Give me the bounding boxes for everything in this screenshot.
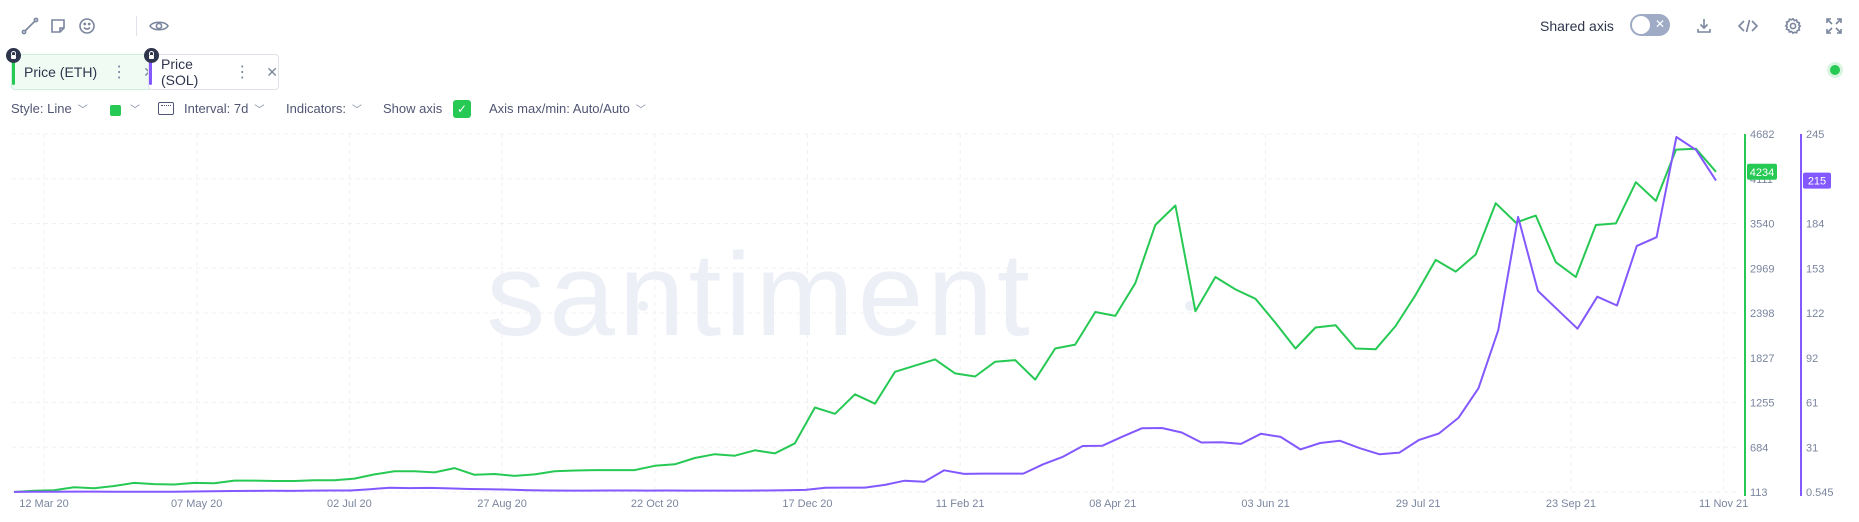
metric-menu-icon[interactable]: ⋮ [234, 64, 251, 81]
x-tick-label: 22 Oct 20 [631, 498, 679, 510]
y-tick-label-right: 153 [1806, 263, 1824, 275]
x-tick-label: 12 Mar 20 [19, 498, 69, 510]
y-tick-label-right: 245 [1806, 129, 1824, 141]
x-tick-label: 03 Jun 21 [1241, 498, 1289, 510]
x-tick-label: 17 Dec 20 [782, 498, 832, 510]
x-tick-label: 11 Feb 21 [936, 498, 985, 510]
last-value-eth: 4234 [1750, 167, 1774, 179]
y-tick-label-left: 113 [1750, 487, 1768, 499]
download-icon[interactable] [1690, 12, 1718, 40]
metric-tab-sol[interactable]: Price (SOL) ⋮ ✕ [148, 54, 279, 90]
y-tick-label-left: 1827 [1750, 353, 1774, 365]
x-tick-label: 02 Jul 20 [327, 498, 372, 510]
axes-layer: 4682411135402969239818271255684113245215… [19, 129, 1833, 510]
metric-label: Price (SOL) [161, 56, 199, 88]
y-tick-label-right: 31 [1806, 442, 1818, 454]
chevron-down-icon: ﹀ [130, 105, 140, 116]
y-tick-label-right: 61 [1806, 398, 1818, 410]
chevron-down-icon: ﹀ [351, 105, 362, 116]
metric-label: Price (ETH) [24, 64, 98, 80]
indicators-dropdown[interactable]: Indicators: ﹀ [286, 101, 362, 116]
watermark-dot [1185, 301, 1195, 311]
x-tick-label: 29 Jul 21 [1396, 498, 1441, 510]
lock-icon [144, 48, 159, 63]
y-tick-label-left: 684 [1750, 442, 1768, 454]
series-line-eth [13, 147, 1717, 493]
grid [12, 133, 1740, 493]
interval-dropdown[interactable]: Interval: 7d ﹀ [184, 101, 264, 116]
lock-icon [6, 48, 21, 63]
indicators-label: Indicators: [286, 101, 346, 116]
style-label: Style: Line [11, 101, 72, 116]
series-layer [13, 136, 1717, 493]
chevron-down-icon: ﹀ [77, 105, 88, 116]
x-tick-label: 07 May 20 [171, 498, 222, 510]
chevron-down-icon: ﹀ [254, 105, 265, 116]
style-dropdown[interactable]: Style: Line ﹀ [11, 101, 88, 116]
show-axis-text: Show axis [383, 101, 443, 116]
x-tick-label: 27 Aug 20 [477, 498, 527, 510]
watermark: santiment [486, 229, 1034, 361]
y-tick-label-left: 4682 [1750, 129, 1774, 141]
color-swatch[interactable] [110, 105, 121, 116]
y-tick-label-right: 0.545 [1806, 487, 1834, 499]
note-icon[interactable] [44, 12, 72, 40]
series-line-sol [13, 136, 1717, 493]
x-tick-label: 11 Nov 21 [1699, 498, 1748, 510]
last-value-sol: 215 [1808, 176, 1826, 188]
shared-axis-toggle[interactable]: ✕ [1630, 14, 1670, 36]
y-tick-label-right: 92 [1806, 353, 1818, 365]
y-tick-label-left: 2398 [1750, 308, 1774, 320]
x-tick-label: 08 Apr 21 [1089, 498, 1136, 510]
emoji-icon[interactable] [73, 12, 101, 40]
settings-icon[interactable] [1779, 12, 1807, 40]
last-value-badge-eth [1747, 163, 1777, 180]
eye-icon[interactable] [145, 12, 173, 40]
y-tick-label-left: 2969 [1750, 263, 1774, 275]
last-value-badge-sol [1803, 172, 1831, 189]
metric-tab-eth[interactable]: Price (ETH) ⋮ ✕ [11, 54, 168, 90]
metric-color-bar [149, 59, 152, 85]
show-axis-label: Show axis [383, 101, 442, 116]
toolbar-divider [136, 16, 137, 36]
close-icon[interactable]: ✕ [266, 63, 278, 80]
y-tick-label-left: 1255 [1750, 398, 1774, 410]
live-status-indicator [1830, 65, 1840, 75]
calendar-icon [158, 102, 174, 115]
metric-menu-icon[interactable]: ⋮ [111, 64, 128, 81]
metric-color-bar [12, 59, 15, 85]
show-axis-checkbox[interactable]: ✓ [453, 100, 471, 118]
color-dropdown[interactable]: ﹀ [124, 101, 140, 116]
chevron-down-icon: ﹀ [635, 105, 646, 116]
toggle-off-icon: ✕ [1655, 17, 1666, 31]
axis-minmax-dropdown[interactable]: Axis max/min: Auto/Auto ﹀ [489, 101, 646, 116]
shared-axis-label: Shared axis [1540, 18, 1614, 34]
embed-code-icon[interactable] [1734, 12, 1762, 40]
x-tick-label: 23 Sep 21 [1546, 498, 1596, 510]
draw-line-icon[interactable] [16, 12, 44, 40]
y-tick-label-left: 3540 [1750, 219, 1774, 231]
y-tick-label-right: 122 [1806, 308, 1824, 320]
fullscreen-icon[interactable] [1820, 12, 1848, 40]
interval-label: Interval: 7d [184, 101, 249, 116]
watermark-dot [638, 301, 648, 311]
toggle-knob [1632, 16, 1650, 34]
axis-minmax-label: Axis max/min: Auto/Auto [489, 101, 630, 116]
y-tick-label-right: 184 [1806, 219, 1824, 231]
